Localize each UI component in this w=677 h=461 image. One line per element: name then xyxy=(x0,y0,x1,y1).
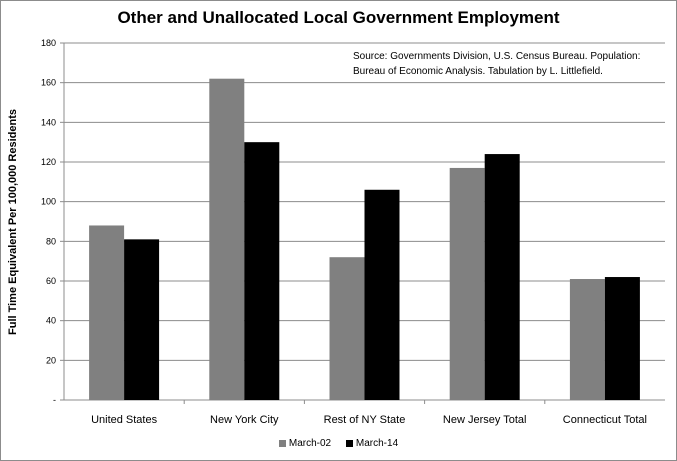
legend-item-march14: March-14 xyxy=(345,438,399,449)
y-tick-label: 160 xyxy=(41,78,56,88)
y-tick-label: 60 xyxy=(46,276,56,286)
y-tick-label: 180 xyxy=(41,38,56,48)
y-tick-label: 120 xyxy=(41,157,56,167)
bar-march02 xyxy=(209,78,245,400)
bar-march14 xyxy=(244,142,280,400)
y-tick-label: - xyxy=(53,395,56,405)
y-tick-label: 20 xyxy=(46,355,56,365)
bar-march14 xyxy=(484,154,520,400)
bar-march02 xyxy=(89,225,125,400)
y-tick-label: 80 xyxy=(46,236,56,246)
legend-item-march02: March-02 xyxy=(278,438,332,449)
bar-march02 xyxy=(329,257,365,400)
legend-label-march14: March-14 xyxy=(355,438,399,449)
y-tick-label: 40 xyxy=(46,316,56,326)
bar-march14 xyxy=(124,239,160,400)
x-tick-label: New Jersey Total xyxy=(443,414,527,426)
x-tick-label: Connecticut Total xyxy=(563,414,647,426)
bar-march02 xyxy=(449,167,485,400)
bar-march14 xyxy=(604,277,640,400)
legend-swatch-march02 xyxy=(278,439,286,447)
legend: March-02 March-14 xyxy=(0,438,677,449)
source-note-line2: Bureau of Economic Analysis. Tabulation … xyxy=(353,66,603,77)
y-tick-label: 140 xyxy=(41,117,56,127)
x-tick-label: New York City xyxy=(210,414,279,426)
x-tick-label: Rest of NY State xyxy=(324,414,406,426)
chart-title: Other and Unallocated Local Government E… xyxy=(117,8,560,27)
legend-label-march02: March-02 xyxy=(288,438,332,449)
y-tick-label: 100 xyxy=(41,197,56,207)
bar-march14 xyxy=(364,189,400,400)
source-note: Source: Governments Division, U.S. Censu… xyxy=(353,49,640,79)
legend-swatch-march14 xyxy=(345,439,353,447)
source-note-line1: Source: Governments Division, U.S. Censu… xyxy=(353,51,641,62)
x-tick-label: United States xyxy=(91,414,158,426)
bar-march02 xyxy=(569,279,605,400)
